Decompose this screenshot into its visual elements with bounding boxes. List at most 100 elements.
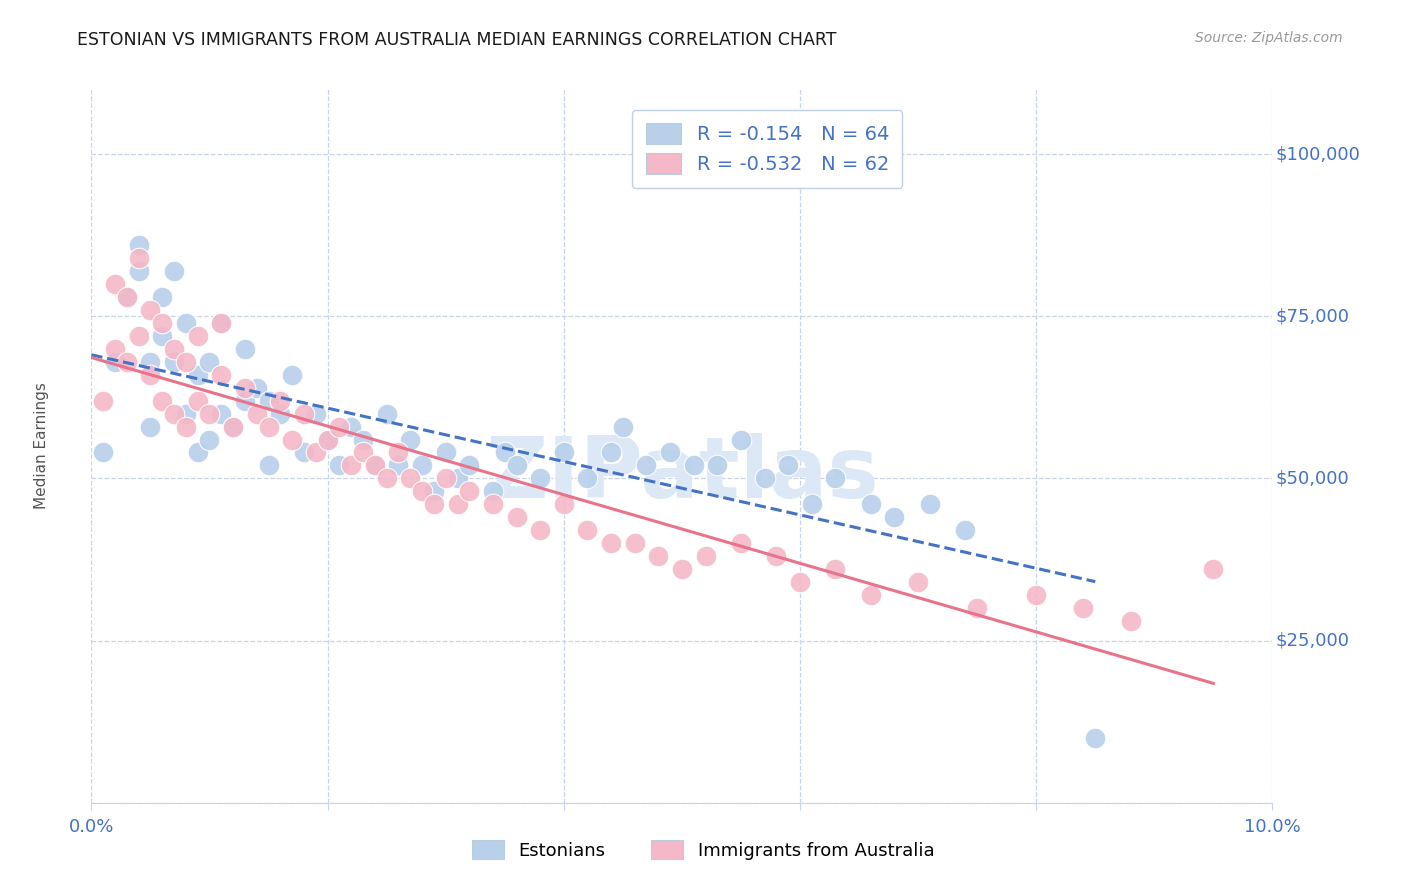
- Point: [187, 368, 209, 382]
- Point: [150, 316, 173, 330]
- Point: [778, 458, 800, 473]
- Point: [399, 433, 422, 447]
- Point: [340, 458, 363, 473]
- Point: [139, 368, 162, 382]
- Point: [305, 407, 328, 421]
- Point: [305, 445, 328, 459]
- Point: [233, 393, 256, 408]
- Point: [163, 407, 186, 421]
- Point: [128, 328, 150, 343]
- Point: [269, 407, 291, 421]
- Point: [292, 445, 315, 459]
- Point: [434, 445, 457, 459]
- Point: [553, 497, 575, 511]
- Point: [375, 407, 398, 421]
- Point: [434, 471, 457, 485]
- Point: [636, 458, 658, 473]
- Point: [340, 419, 363, 434]
- Point: [209, 316, 232, 330]
- Point: [505, 458, 527, 473]
- Point: [765, 549, 787, 564]
- Point: [104, 277, 127, 291]
- Point: [955, 524, 977, 538]
- Point: [316, 433, 339, 447]
- Point: [800, 497, 823, 511]
- Point: [494, 445, 516, 459]
- Point: [423, 484, 446, 499]
- Point: [209, 316, 232, 330]
- Point: [647, 549, 669, 564]
- Point: [233, 342, 256, 356]
- Point: [328, 419, 350, 434]
- Point: [316, 433, 339, 447]
- Point: [269, 393, 291, 408]
- Point: [163, 264, 186, 278]
- Point: [364, 458, 387, 473]
- Point: [187, 393, 209, 408]
- Point: [446, 471, 468, 485]
- Point: [209, 407, 232, 421]
- Point: [824, 562, 846, 576]
- Point: [150, 290, 173, 304]
- Point: [1025, 588, 1047, 602]
- Text: ESTONIAN VS IMMIGRANTS FROM AUSTRALIA MEDIAN EARNINGS CORRELATION CHART: ESTONIAN VS IMMIGRANTS FROM AUSTRALIA ME…: [77, 31, 837, 49]
- Point: [682, 458, 704, 473]
- Point: [198, 407, 221, 421]
- Point: [91, 393, 114, 408]
- Point: [246, 407, 269, 421]
- Point: [730, 536, 752, 550]
- Point: [257, 393, 280, 408]
- Point: [104, 342, 127, 356]
- Point: [600, 445, 623, 459]
- Point: [824, 471, 846, 485]
- Point: [139, 354, 162, 368]
- Point: [292, 407, 315, 421]
- Text: ZIPatlas: ZIPatlas: [485, 433, 879, 516]
- Text: $75,000: $75,000: [1277, 307, 1350, 326]
- Point: [257, 458, 280, 473]
- Point: [104, 354, 127, 368]
- Point: [174, 407, 197, 421]
- Point: [352, 445, 374, 459]
- Point: [187, 328, 209, 343]
- Point: [281, 433, 304, 447]
- Legend: R = -0.154   N = 64, R = -0.532   N = 62: R = -0.154 N = 64, R = -0.532 N = 62: [633, 110, 903, 188]
- Point: [612, 419, 634, 434]
- Point: [859, 497, 882, 511]
- Point: [600, 536, 623, 550]
- Point: [671, 562, 693, 576]
- Point: [222, 419, 245, 434]
- Point: [883, 510, 905, 524]
- Text: $50,000: $50,000: [1277, 469, 1350, 487]
- Point: [387, 458, 409, 473]
- Point: [505, 510, 527, 524]
- Point: [257, 419, 280, 434]
- Point: [174, 354, 197, 368]
- Point: [198, 354, 221, 368]
- Point: [163, 354, 186, 368]
- Point: [918, 497, 941, 511]
- Point: [174, 419, 197, 434]
- Point: [1202, 562, 1225, 576]
- Point: [222, 419, 245, 434]
- Point: [115, 290, 138, 304]
- Point: [529, 471, 551, 485]
- Point: [163, 342, 186, 356]
- Point: [859, 588, 882, 602]
- Text: Median Earnings: Median Earnings: [34, 383, 49, 509]
- Point: [209, 368, 232, 382]
- Point: [115, 354, 138, 368]
- Point: [128, 264, 150, 278]
- Point: [139, 302, 162, 317]
- Point: [364, 458, 387, 473]
- Point: [446, 497, 468, 511]
- Point: [128, 238, 150, 252]
- Point: [623, 536, 645, 550]
- Point: [352, 433, 374, 447]
- Point: [187, 445, 209, 459]
- Point: [91, 445, 114, 459]
- Point: [150, 393, 173, 408]
- Point: [411, 458, 433, 473]
- Point: [659, 445, 682, 459]
- Point: [576, 524, 599, 538]
